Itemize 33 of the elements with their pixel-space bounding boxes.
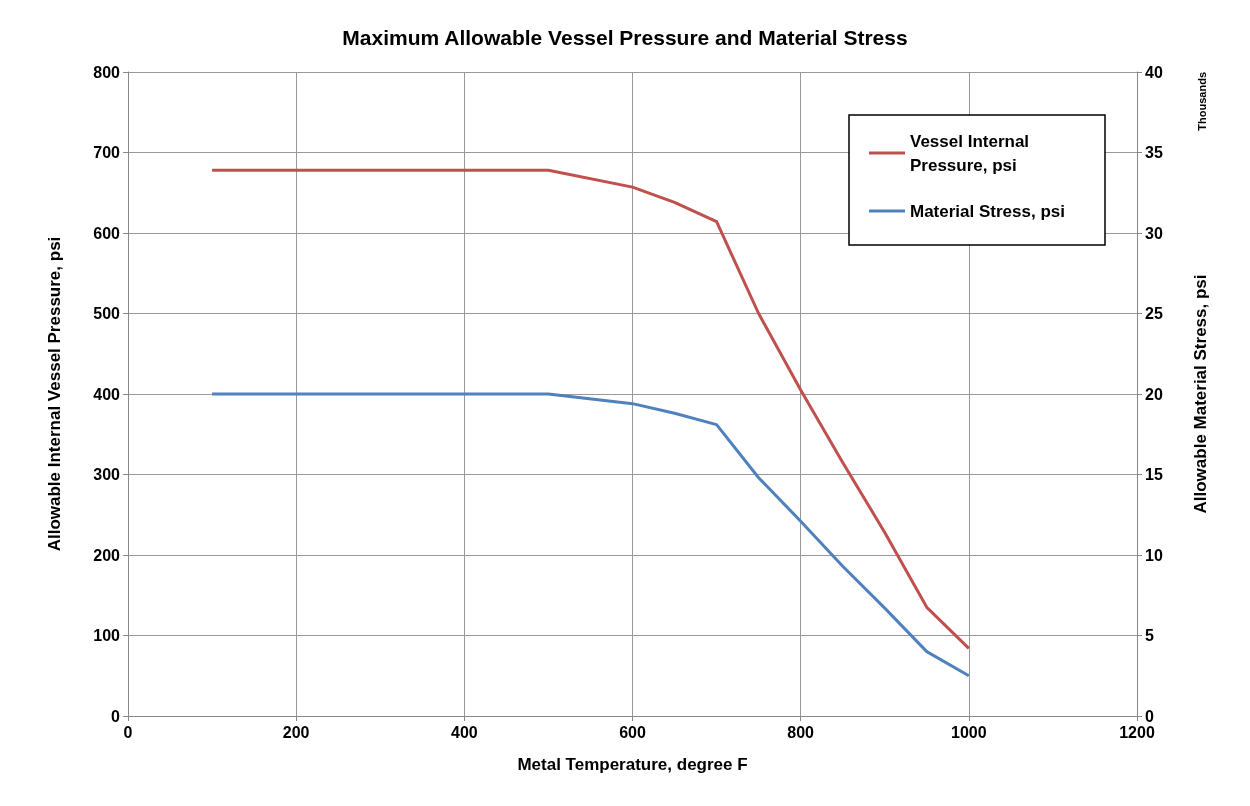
y2-tick-label: 35 <box>1145 144 1163 161</box>
y2-tick-label: 25 <box>1145 305 1163 322</box>
legend-label: Material Stress, psi <box>910 201 1065 221</box>
y2-tick-label: 40 <box>1145 63 1163 81</box>
y2-tick-label: 0 <box>1145 707 1154 725</box>
x-tick-label: 200 <box>282 723 310 741</box>
y-tick-label: 300 <box>93 466 121 483</box>
legend-label: Vessel Internal Pressure, psi <box>910 131 1034 175</box>
x-tick-label: 600 <box>619 723 646 741</box>
x-tick-label: 1000 <box>951 723 987 741</box>
y-tick-label: 700 <box>93 144 121 161</box>
x-tick-label: 800 <box>787 723 815 741</box>
y2-tick-label: 5 <box>1145 627 1154 644</box>
y-tick-label: 500 <box>93 305 121 322</box>
y2-tick-label: 15 <box>1145 466 1163 483</box>
x-tick-label: 0 <box>123 723 133 741</box>
y-axis-title: Allowable Internal Vessel Pressure, psi <box>45 236 64 552</box>
x-axis-title: Metal Temperature, degree F <box>517 755 748 774</box>
y-tick-label: 200 <box>93 546 121 564</box>
x-tick-label: 400 <box>450 723 478 741</box>
y2-tick-label: 10 <box>1145 546 1163 564</box>
y-tick-label: 800 <box>93 63 121 81</box>
y-tick-label: 0 <box>111 707 121 725</box>
y2-axis-title: Allowable Material Stress, psi <box>1191 274 1210 514</box>
line-series <box>210 392 971 678</box>
y2-tick-label: 30 <box>1145 224 1163 242</box>
y-tick-label: 100 <box>93 627 121 644</box>
y-tick-label: 400 <box>93 385 121 403</box>
text: Thousands <box>1195 72 1208 131</box>
y-tick-label: 600 <box>93 224 121 242</box>
x-tick-label: 1200 <box>1119 723 1155 741</box>
y2-tick-label: 20 <box>1145 385 1163 403</box>
chart-title: Maximum Allowable Vessel Pressure and Material Stress <box>342 26 908 49</box>
